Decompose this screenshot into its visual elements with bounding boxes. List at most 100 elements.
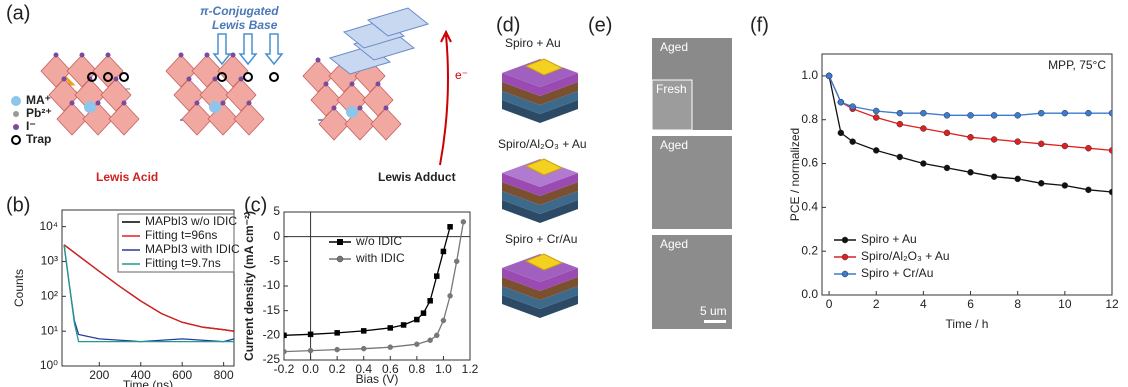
base-label: π-Conjugated <box>200 4 279 18</box>
point <box>282 333 287 338</box>
y-tick-label: 10³ <box>41 254 58 268</box>
y-tick-label: 5 <box>273 204 280 218</box>
iodide <box>324 82 329 87</box>
image-label: Aged <box>660 138 688 152</box>
cation <box>84 101 96 113</box>
iodide <box>239 77 244 82</box>
iodide <box>205 53 210 58</box>
y-tick-label: 10² <box>41 288 58 302</box>
trap <box>120 73 128 81</box>
ma-icon <box>11 96 21 106</box>
point <box>838 130 844 136</box>
y-axis-label: Counts <box>12 269 26 307</box>
y-tick-label: 10⁰ <box>40 358 58 372</box>
point <box>991 174 997 180</box>
trap <box>244 73 252 81</box>
iodide <box>332 106 337 111</box>
point <box>897 110 903 116</box>
series-line <box>829 76 1112 115</box>
point <box>873 147 879 153</box>
iodide <box>358 106 363 111</box>
annotation: MPP, 75°C <box>1048 58 1106 72</box>
legend-text: Pb²⁺ <box>26 106 52 120</box>
point <box>414 342 419 347</box>
legend-marker <box>842 271 848 277</box>
point <box>401 322 406 327</box>
point <box>1085 145 1091 151</box>
x-tick-label: 8 <box>1014 297 1021 311</box>
point <box>850 139 856 145</box>
base-label: Lewis Base <box>212 18 278 32</box>
y-tick-label: 10¹ <box>41 323 58 337</box>
panel-label: (b) <box>6 194 30 216</box>
point <box>414 317 419 322</box>
point <box>335 347 340 352</box>
x-tick-label: 800 <box>214 368 234 382</box>
y-axis-label: PCE / normalized <box>788 128 802 221</box>
iodide <box>376 82 381 87</box>
legend-label: MAPbI3 w/o IDIC <box>145 214 237 228</box>
legend-marker <box>842 254 848 260</box>
x-tick-label: 1.0 <box>435 362 452 376</box>
x-tick-label: 0.8 <box>409 362 426 376</box>
point <box>1015 176 1021 182</box>
point <box>388 345 393 350</box>
iodide <box>54 53 59 58</box>
point <box>282 349 287 354</box>
cation <box>209 101 221 113</box>
panel-label: (d) <box>496 14 520 36</box>
point <box>428 338 433 343</box>
cation <box>346 106 358 118</box>
point <box>421 311 426 316</box>
point <box>434 333 439 338</box>
electron: e⁻ <box>455 68 468 82</box>
point <box>826 73 832 79</box>
iodide <box>70 101 75 106</box>
point <box>361 328 366 333</box>
x-tick-label: 6 <box>967 297 974 311</box>
y-tick-label: -5 <box>269 254 280 268</box>
legend-marker <box>337 239 343 245</box>
iodide <box>187 77 192 82</box>
point <box>897 154 903 160</box>
point <box>1038 110 1044 116</box>
point <box>1085 187 1091 193</box>
iodide <box>80 53 85 58</box>
x-tick-label: 2 <box>873 297 880 311</box>
point <box>448 224 453 229</box>
trap-icon <box>12 136 20 144</box>
legend-label: Spiro + Au <box>861 232 917 246</box>
x-tick-label: 200 <box>89 368 109 382</box>
point <box>920 125 926 131</box>
trap <box>270 73 278 81</box>
x-tick-label: 10 <box>1058 297 1072 311</box>
scale-bar <box>704 320 726 323</box>
lewis-base-arrow <box>240 34 256 64</box>
x-tick-label: 12 <box>1105 297 1119 311</box>
point <box>920 161 926 167</box>
legend-marker <box>842 237 848 243</box>
point <box>441 318 446 323</box>
lewis-base-arrow <box>214 34 230 64</box>
point <box>434 274 439 279</box>
panel-label: (e) <box>588 14 612 36</box>
x-tick-label: 4 <box>920 297 927 311</box>
image-label: Aged <box>660 237 688 251</box>
point <box>1062 143 1068 149</box>
series-group <box>826 73 1115 195</box>
legend-label: with IDIC <box>355 251 405 265</box>
iodide <box>247 101 252 106</box>
point <box>1038 180 1044 186</box>
iodide <box>106 53 111 58</box>
i-icon <box>13 124 19 130</box>
point <box>838 99 844 105</box>
diagram-a: π-Conjugated Lewis Base MA⁺ Pb²⁺ I⁻ Trap… <box>11 4 468 184</box>
point <box>461 219 466 224</box>
x-tick-label: 0 <box>826 297 833 311</box>
iodide <box>350 82 355 87</box>
y-tick-label: -10 <box>263 278 281 292</box>
y-tick-label: 0.2 <box>801 243 818 257</box>
y-tick-label: 0.0 <box>801 287 818 301</box>
point <box>1015 139 1021 145</box>
legend-text: I⁻ <box>26 119 36 133</box>
